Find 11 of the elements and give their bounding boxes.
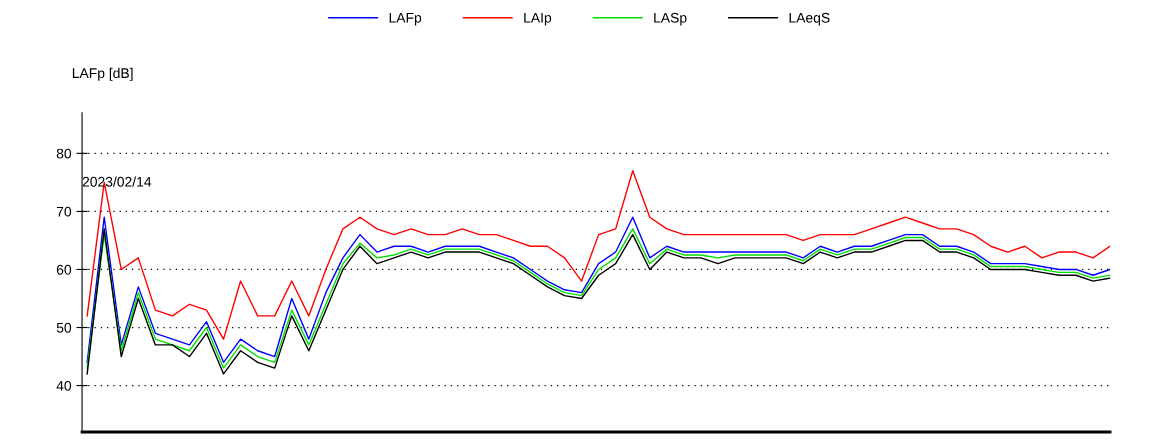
y-tick-label: 70 bbox=[56, 206, 72, 217]
y-axis-title: LAFp [dB] bbox=[72, 67, 133, 81]
legend-label: LAIp bbox=[524, 13, 552, 26]
y-tick-label: 50 bbox=[56, 322, 72, 333]
y-tick-label: 60 bbox=[56, 264, 72, 275]
y-tick-label: 80 bbox=[56, 148, 72, 159]
annotation: 2023/02/14 bbox=[82, 176, 152, 187]
legend-label: LAFp bbox=[389, 13, 422, 26]
y-tick-label: 40 bbox=[56, 380, 72, 391]
legend-label: LASp bbox=[654, 12, 687, 26]
legend-label: LAeqS bbox=[789, 12, 830, 26]
